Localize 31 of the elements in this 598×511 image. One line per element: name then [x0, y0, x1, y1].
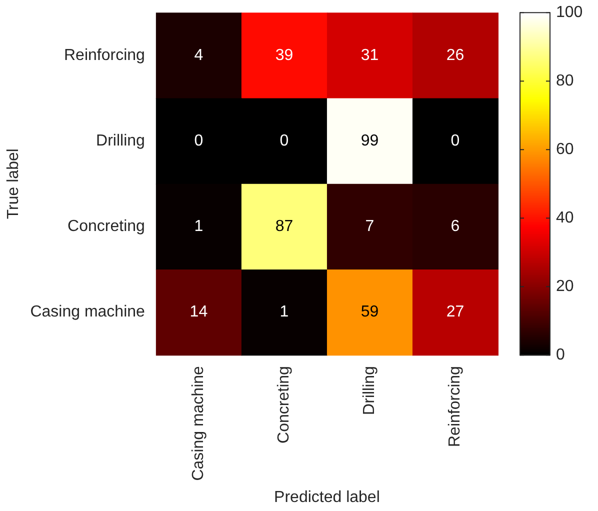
data-label: 14: [190, 304, 208, 321]
y-tick-label: Drilling: [96, 132, 145, 150]
x-tick-label: Reinforcing: [446, 366, 464, 448]
color-bar-label: 40: [556, 209, 574, 226]
data-label: 31: [360, 46, 379, 64]
data-label: 7: [365, 218, 374, 236]
data-label: 27: [446, 304, 464, 321]
data-label: 39: [275, 46, 294, 64]
data-label: 0: [450, 132, 460, 150]
y-tick-label: Concreting: [68, 218, 145, 236]
color-bar-label: 80: [556, 72, 574, 90]
data-label: 6: [450, 218, 460, 236]
color-bar-label: 60: [556, 140, 574, 158]
color-bar-label: 20: [556, 278, 574, 295]
x-axis-title: Predicted label: [274, 488, 380, 506]
data-label: 87: [275, 218, 294, 236]
data-label: 59: [360, 304, 379, 321]
x-tick-label: Drilling: [361, 366, 378, 415]
data-label: 0: [194, 132, 204, 150]
data-label: 26: [446, 46, 464, 64]
color-bar-label: 0: [556, 346, 565, 364]
y-tick-label: Casing machine: [30, 304, 146, 321]
data-label: 4: [194, 46, 204, 64]
y-tick-label: Reinforcing: [64, 46, 145, 64]
data-label: 1: [194, 218, 204, 236]
data-label: 0: [280, 132, 289, 150]
x-tick-label: Concreting: [276, 366, 293, 444]
color-bar-label: 100: [556, 4, 583, 22]
data-label: 99: [360, 132, 379, 150]
data-label: 1: [280, 304, 289, 321]
y-axis-title: True label: [5, 148, 22, 220]
